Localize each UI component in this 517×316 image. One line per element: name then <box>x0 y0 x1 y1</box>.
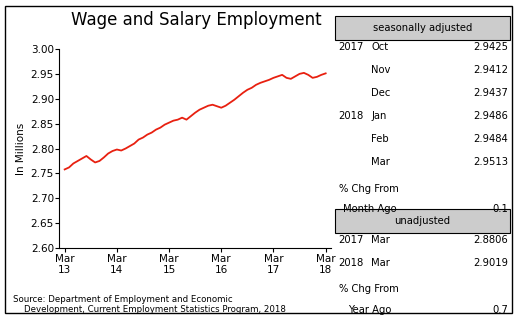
Text: 2.9486: 2.9486 <box>474 111 508 121</box>
Text: 0.7: 0.7 <box>492 305 508 315</box>
Text: 2.9412: 2.9412 <box>473 65 508 75</box>
Text: Feb: Feb <box>371 134 389 144</box>
Text: 2.9484: 2.9484 <box>474 134 508 144</box>
Text: 2017: 2017 <box>339 42 364 52</box>
Text: Jan: Jan <box>371 111 387 121</box>
Text: Nov: Nov <box>371 65 390 75</box>
Text: Wage and Salary Employment: Wage and Salary Employment <box>71 11 322 29</box>
Text: unadjusted: unadjusted <box>394 216 450 226</box>
Text: 2017: 2017 <box>339 235 364 245</box>
Text: 2.8806: 2.8806 <box>474 235 508 245</box>
Text: % Chg From: % Chg From <box>339 284 399 295</box>
Text: Source: Department of Employment and Economic
    Development, Current Employmen: Source: Department of Employment and Eco… <box>13 295 286 314</box>
Text: 2.9513: 2.9513 <box>473 157 508 167</box>
Text: seasonally adjusted: seasonally adjusted <box>373 23 472 33</box>
Text: Mar: Mar <box>371 157 390 167</box>
Text: 2018: 2018 <box>339 258 364 268</box>
Text: Month Ago: Month Ago <box>343 204 397 214</box>
Text: 2.9437: 2.9437 <box>474 88 508 98</box>
Text: Year Ago: Year Ago <box>348 305 391 315</box>
Text: Mar: Mar <box>371 258 390 268</box>
Y-axis label: In Millions: In Millions <box>17 122 26 175</box>
Text: Dec: Dec <box>371 88 390 98</box>
Text: 2.9425: 2.9425 <box>473 42 508 52</box>
Text: Mar: Mar <box>371 235 390 245</box>
Text: % Chg From: % Chg From <box>339 184 399 194</box>
Text: 2.9019: 2.9019 <box>473 258 508 268</box>
Text: Oct: Oct <box>371 42 388 52</box>
Text: 0.1: 0.1 <box>492 204 508 214</box>
Text: 2018: 2018 <box>339 111 364 121</box>
